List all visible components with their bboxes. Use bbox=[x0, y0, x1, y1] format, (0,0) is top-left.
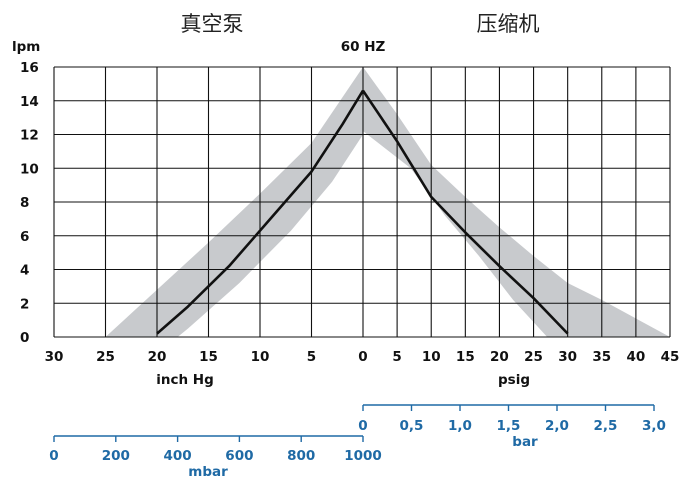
mbar-axis-tick-label: 600 bbox=[225, 448, 253, 464]
vacuum-tick-label: 5 bbox=[307, 349, 316, 365]
bar-axis-tick-label: 0,5 bbox=[400, 418, 424, 434]
pressure-axis-label: psig bbox=[498, 372, 530, 388]
bar-axis-label: bar bbox=[512, 434, 538, 450]
bar-axis-tick-label: 0 bbox=[358, 418, 367, 434]
pressure-tick-label: 15 bbox=[456, 349, 475, 365]
pressure-tick-label: 25 bbox=[524, 349, 543, 365]
y-tick-label: 8 bbox=[20, 195, 29, 211]
mbar-axis-tick-label: 1000 bbox=[344, 448, 382, 464]
bar-axis-tick-label: 2,5 bbox=[594, 418, 618, 434]
pressure-tick-label: 20 bbox=[490, 349, 509, 365]
vacuum-tick-label: 25 bbox=[96, 349, 115, 365]
vacuum-tick-label: 10 bbox=[251, 349, 270, 365]
vacuum-tick-label: 15 bbox=[199, 349, 218, 365]
pressure-tick-label: 40 bbox=[626, 349, 645, 365]
y-tick-label: 6 bbox=[20, 229, 29, 245]
pressure-tick-label: 35 bbox=[592, 349, 611, 365]
y-ticks: 0 2 4 6 8 10 12 14 16 bbox=[20, 60, 39, 346]
y-tick-label: 10 bbox=[20, 161, 39, 177]
compressor-header: 压缩机 bbox=[477, 12, 540, 36]
grid bbox=[53, 66, 671, 338]
x-ticks: 30 25 20 15 10 5 0 5 10 15 20 25 30 35 40 45 bbox=[45, 349, 680, 365]
y-tick-label: 0 bbox=[20, 330, 29, 346]
y-tick-label: 2 bbox=[20, 296, 29, 312]
performance-lines bbox=[156, 89, 569, 335]
vacuum-axis-label: inch Hg bbox=[156, 372, 214, 388]
bar-axis-tick-label: 2,0 bbox=[545, 418, 569, 434]
y-tick-label: 14 bbox=[20, 94, 39, 110]
y-axis-label: lpm bbox=[12, 39, 40, 55]
mbar-axis: 0 200 400 600 800 1000 bbox=[49, 435, 382, 464]
vacuum-tick-label: 0 bbox=[358, 349, 367, 365]
pressure-tick-label: 10 bbox=[422, 349, 441, 365]
mbar-axis-tick-label: 200 bbox=[102, 448, 130, 464]
bar-axis-tick-label: 1,5 bbox=[497, 418, 521, 434]
frequency-title: 60 HZ bbox=[341, 39, 386, 55]
pressure-tick-label: 45 bbox=[661, 349, 680, 365]
y-tick-label: 4 bbox=[20, 263, 29, 279]
y-tick-label: 16 bbox=[20, 60, 39, 76]
mbar-axis-tick-label: 0 bbox=[49, 448, 58, 464]
vacuum-tick-label: 30 bbox=[45, 349, 64, 365]
bar-axis-tick-label: 3,0 bbox=[642, 418, 666, 434]
vacuum-series-line bbox=[156, 89, 365, 335]
mbar-axis-label: mbar bbox=[188, 464, 228, 480]
vacuum-tick-label: 20 bbox=[148, 349, 167, 365]
pressure-tick-label: 5 bbox=[392, 349, 401, 365]
pressure-tick-label: 30 bbox=[558, 349, 577, 365]
mbar-axis-tick-label: 800 bbox=[287, 448, 315, 464]
mbar-axis-tick-label: 400 bbox=[164, 448, 192, 464]
bar-axis: 0 0,5 1,0 1,5 2,0 2,5 3,0 bbox=[358, 404, 666, 434]
pressure-series-line bbox=[361, 89, 569, 335]
y-tick-label: 12 bbox=[20, 128, 39, 144]
bar-axis-tick-label: 1,0 bbox=[448, 418, 472, 434]
vacuum-pump-header: 真空泵 bbox=[181, 12, 244, 36]
